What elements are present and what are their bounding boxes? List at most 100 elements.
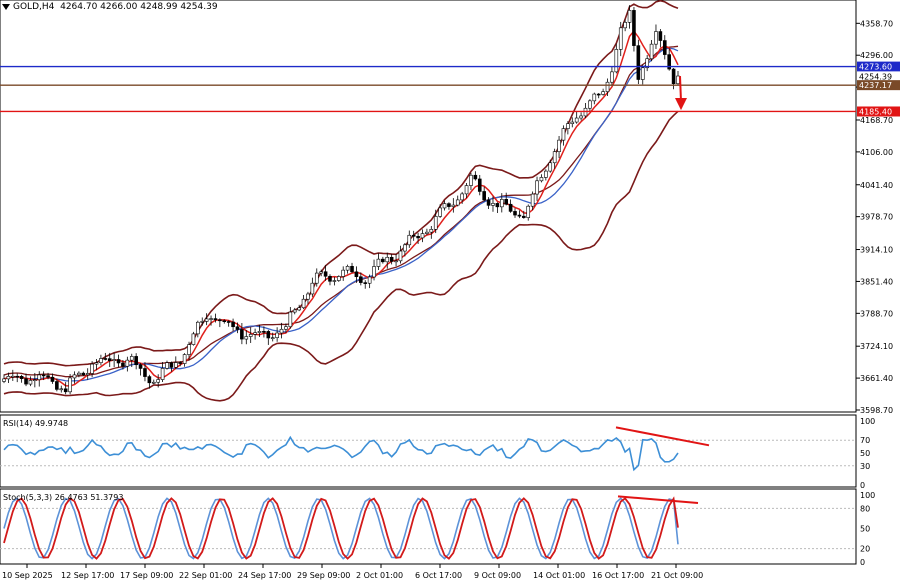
candle-body [495, 203, 500, 208]
candle-body [508, 203, 513, 212]
candle-body [33, 379, 37, 382]
candle-body [438, 207, 442, 217]
candle-body [455, 199, 460, 206]
candle-body [182, 354, 187, 364]
candle-body [381, 258, 385, 263]
candle-body [482, 191, 486, 201]
candle-body [169, 362, 174, 368]
candle-body [442, 203, 447, 209]
candle-body [297, 307, 301, 311]
candle-body [306, 293, 310, 300]
candle-body [19, 376, 24, 379]
candle-body [165, 362, 169, 369]
level-tag-bg [857, 71, 900, 82]
candle-body [372, 266, 376, 278]
symbol-label: GOLD,H4 [13, 2, 55, 12]
candle-body [310, 282, 315, 295]
candle-body [63, 388, 68, 393]
candle-body [200, 321, 205, 323]
price-label: 4358.70 [860, 19, 893, 28]
candle-body [143, 368, 147, 377]
envelope-inner-line [3, 45, 679, 378]
candle-body [270, 337, 275, 339]
rsi-level-label: 70 [860, 436, 870, 445]
candle-body [526, 205, 531, 218]
price-label: 3851.40 [860, 277, 893, 286]
time-label: 9 Oct 09:00 [474, 571, 521, 580]
candle-body [72, 374, 77, 379]
time-label: 14 Oct 01:00 [533, 571, 585, 580]
candle-body [231, 321, 235, 328]
candle-body [654, 31, 658, 45]
candle-body [266, 331, 271, 339]
candle-body [473, 174, 478, 180]
rsi-level-label: 50 [860, 449, 870, 458]
rsi-label: RSI(14) 49.9748 [3, 419, 69, 428]
candle-body [90, 363, 94, 374]
candle-body [627, 10, 632, 23]
ma-fast-line [3, 29, 679, 387]
candle-body [649, 43, 654, 60]
price-label: 4041.40 [860, 181, 893, 190]
candle-body [209, 318, 213, 320]
bollinger-upper-line [3, 0, 679, 367]
level-tag-bg [857, 106, 900, 117]
ohlc-values: 4264.70 4266.00 4248.99 4254.39 [60, 2, 218, 12]
time-label: 24 Sep 17:00 [238, 571, 291, 580]
main-panel-frame [0, 0, 857, 413]
candle-body [429, 229, 434, 233]
price-label: 4106.00 [860, 148, 893, 157]
price-label: 3661.40 [860, 374, 893, 383]
candle-body [284, 326, 288, 330]
candle-body [292, 309, 297, 313]
candle-body [433, 216, 438, 230]
level-tag-label: 4254.39 [859, 72, 892, 81]
candle-body [561, 128, 566, 141]
price-label: 4168.70 [860, 116, 893, 125]
candle-body [160, 368, 165, 380]
candle-body [235, 326, 240, 330]
candle-body [363, 282, 368, 284]
candle-body [94, 362, 99, 365]
stoch-level-label: 20 [860, 545, 870, 554]
candle-body [319, 271, 323, 274]
candle-body [552, 151, 557, 164]
candle-body [451, 204, 456, 207]
candle-body [288, 311, 293, 328]
candle-body [535, 180, 539, 195]
candle-body [499, 199, 504, 208]
time-label: 21 Oct 09:00 [651, 571, 703, 580]
candle-body [121, 362, 125, 367]
stoch-level-label: 100 [860, 491, 875, 500]
candle-body [350, 266, 354, 273]
dropdown-triangle-icon[interactable] [2, 3, 10, 10]
candle-body [28, 380, 33, 385]
down-arrow-shaft [679, 76, 682, 102]
candle-body [99, 358, 103, 363]
candle-body [460, 193, 464, 201]
rsi-level-label: 30 [860, 462, 870, 471]
candle-body [103, 358, 108, 360]
candles [2, 5, 680, 395]
candle-body [328, 275, 332, 282]
candle-body [218, 319, 222, 322]
candle-body [253, 332, 257, 335]
candle-body [411, 234, 416, 237]
candle-body [671, 68, 676, 85]
stoch-label: Stoch(5,3,3) 26.4763 51.3793 [3, 493, 124, 502]
candle-body [420, 233, 425, 239]
candle-body [147, 376, 152, 384]
candle-body [314, 272, 319, 284]
candle-body [134, 356, 138, 366]
candle-body [513, 211, 517, 216]
time-label: 12 Sep 17:00 [61, 571, 114, 580]
candle-body [522, 215, 526, 218]
candle-body [667, 54, 671, 70]
ma-slow-line [3, 47, 679, 382]
stoch-panel-frame [0, 488, 857, 565]
time-label: 17 Sep 09:00 [120, 571, 173, 580]
time-label: 16 Oct 17:00 [592, 571, 644, 580]
candle-body [222, 320, 227, 323]
candle-body [645, 58, 649, 69]
candle-body [354, 271, 359, 278]
